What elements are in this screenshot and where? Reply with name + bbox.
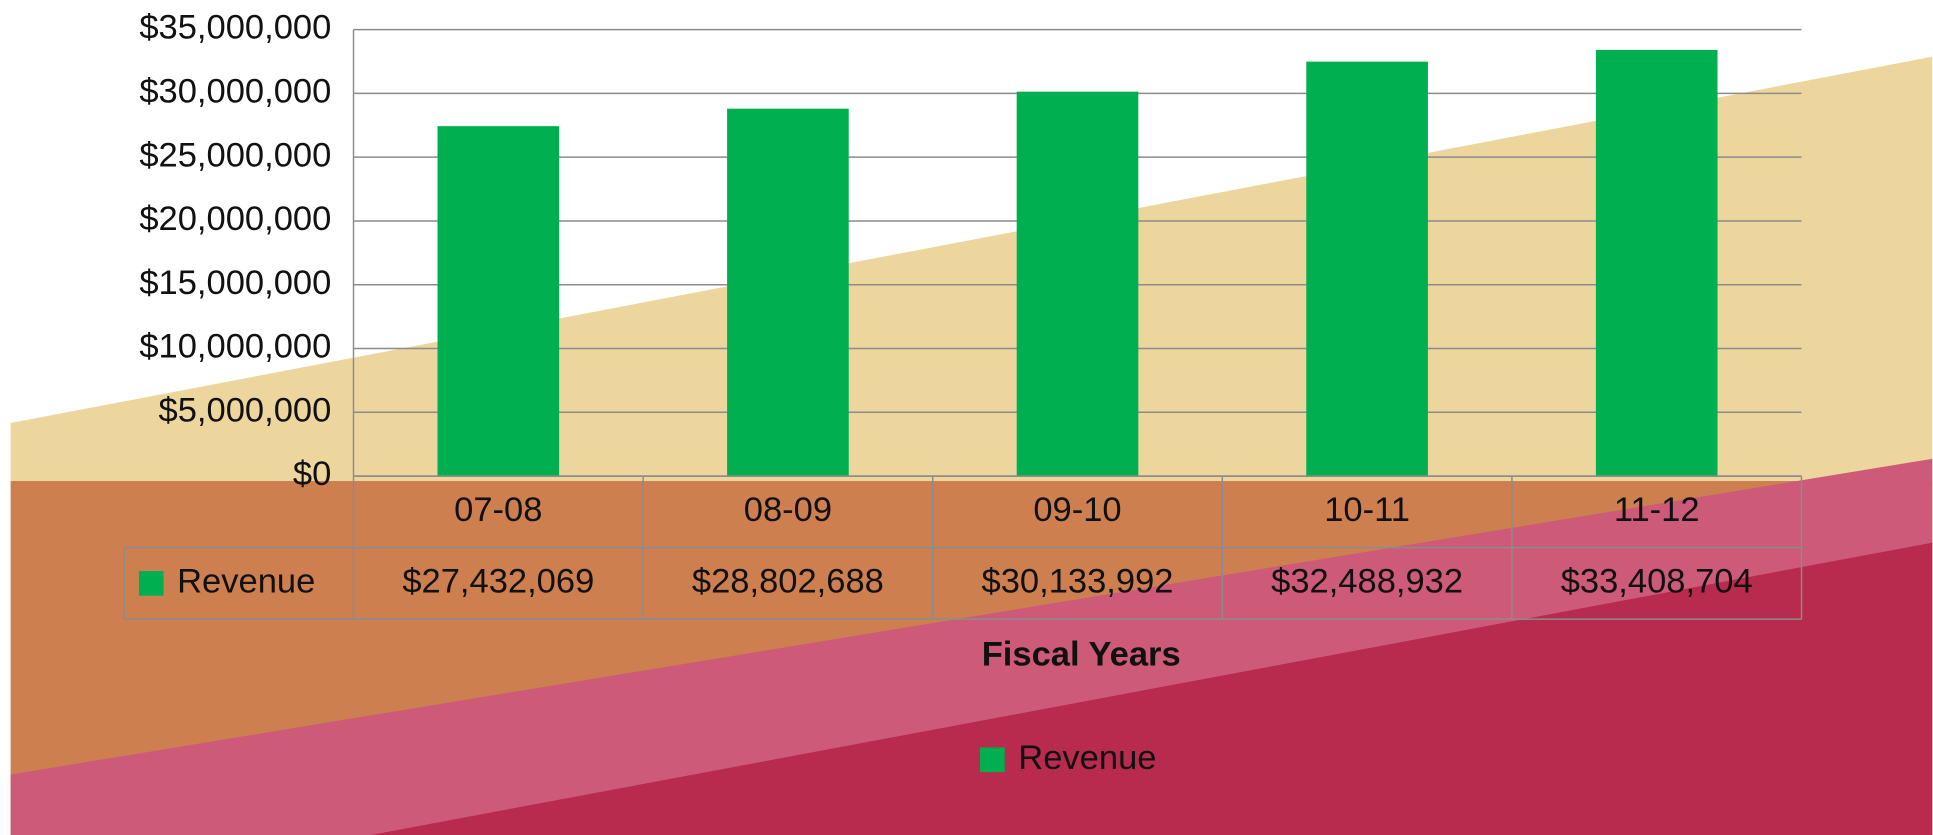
x-tick-label: 08-09 <box>744 491 832 529</box>
y-tick-label: $35,000,000 <box>139 9 331 47</box>
bar <box>437 126 560 477</box>
legend-key <box>980 747 1005 773</box>
y-tick-label: $5,000,000 <box>159 391 332 429</box>
table-row-label: Revenue <box>177 563 315 601</box>
bar <box>727 108 849 477</box>
table-value: $32,488,932 <box>1271 563 1463 601</box>
table-value: $28,802,688 <box>692 563 884 601</box>
y-tick-label: $15,000,000 <box>139 264 331 302</box>
table-value: $33,408,704 <box>1561 563 1753 601</box>
x-tick-label: 10-11 <box>1324 491 1410 529</box>
table-value: $27,432,069 <box>402 563 594 601</box>
bar <box>1306 61 1428 477</box>
x-axis-title: Fiscal Years <box>982 635 1181 673</box>
y-tick-label: $20,000,000 <box>139 200 331 238</box>
bar <box>1016 91 1139 477</box>
legend-label: Revenue <box>1018 739 1156 777</box>
y-tick-label: $0 <box>293 455 331 493</box>
y-tick-label: $25,000,000 <box>139 136 331 174</box>
x-tick-label: 11-12 <box>1614 491 1700 529</box>
x-tick-label: 09-10 <box>1033 491 1121 529</box>
table-value: $30,133,992 <box>982 563 1174 601</box>
x-tick-label: 07-08 <box>454 491 542 529</box>
y-tick-label: $10,000,000 <box>139 328 331 366</box>
y-tick-label: $30,000,000 <box>139 73 331 111</box>
table-legend-key <box>138 571 164 596</box>
bar <box>1595 49 1718 477</box>
